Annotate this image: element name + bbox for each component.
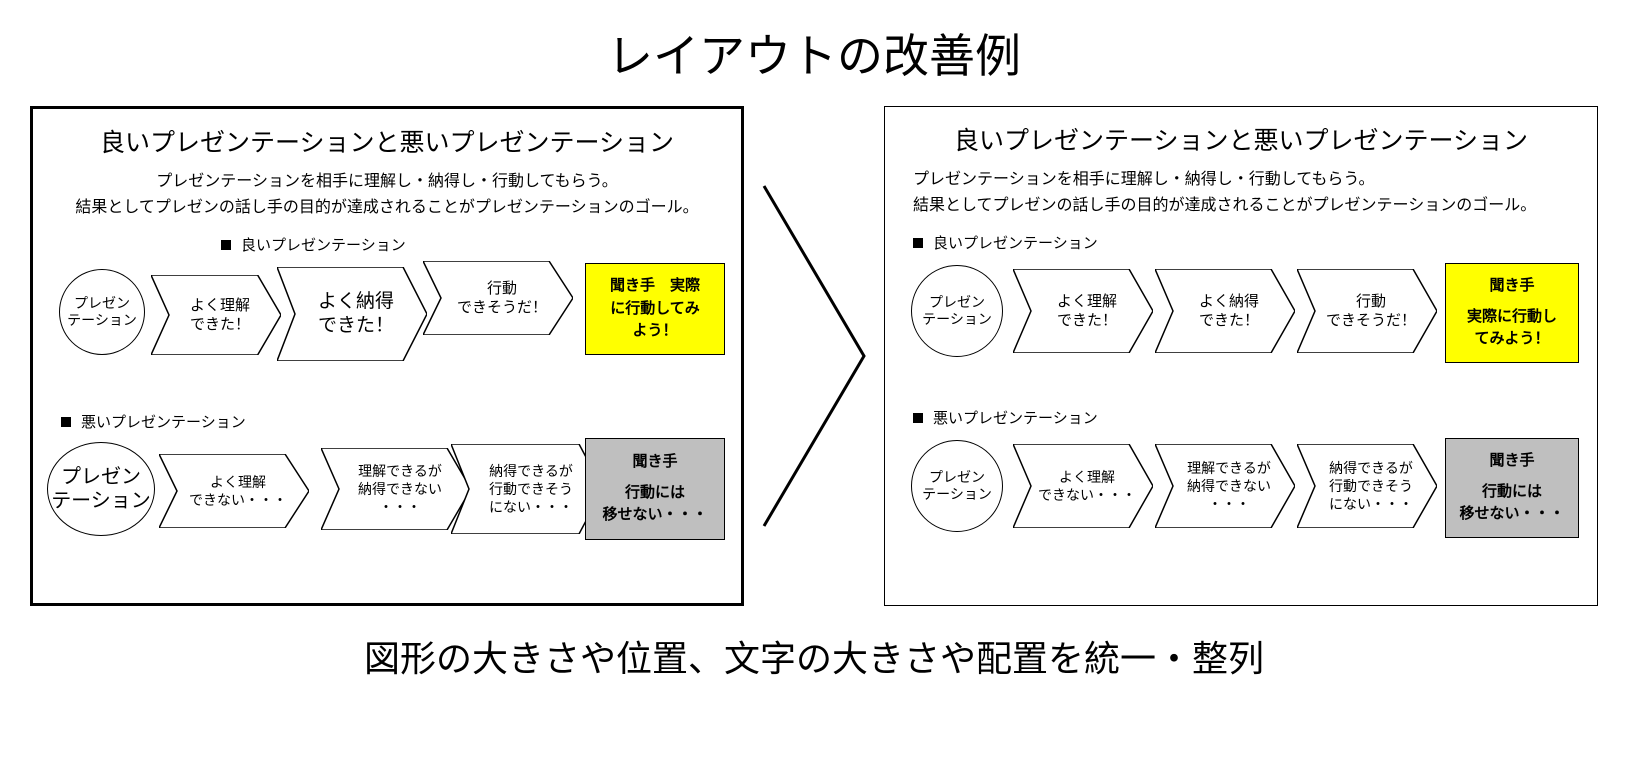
page-title: レイアウトの改善例	[0, 0, 1628, 106]
step-chevron: 納得できるが行動できそうにない・・・	[451, 444, 603, 534]
panel-title-right: 良いプレゼンテーションと悪いプレゼンテーション	[903, 121, 1579, 157]
before-panel: 良いプレゼンテーションと悪いプレゼンテーション プレゼンテーションを相手に理解し…	[30, 106, 744, 606]
desc-line2: 結果としてプレゼンの話し手の目的が達成されることがプレゼンテーションのゴール。	[75, 199, 698, 216]
step-chevron: よく理解できない・・・	[159, 454, 309, 528]
flow-good-right: プレゼンテーションよく理解できた！よく納得できた！行動できそうだ！聞き手実際に行…	[903, 259, 1579, 379]
start-circle: プレゼンテーション	[911, 440, 1003, 532]
result-box: 聞き手行動には移せない・・・	[585, 438, 725, 540]
after-panel: 良いプレゼンテーションと悪いプレゼンテーション プレゼンテーションを相手に理解し…	[884, 106, 1598, 606]
step-chevron: よく理解できない・・・	[1013, 444, 1153, 528]
start-circle: プレゼンテーション	[47, 442, 155, 536]
step-chevron: 理解できるが納得できない・・・	[1155, 444, 1295, 528]
bad-label-left: 悪いプレゼンテーション	[61, 411, 723, 432]
result-box: 聞き手 実際に行動してみよう！	[585, 263, 725, 355]
result-box: 聞き手実際に行動してみよう！	[1445, 263, 1579, 363]
step-chevron: 行動できそうだ！	[423, 261, 573, 335]
start-circle: プレゼンテーション	[911, 265, 1003, 357]
bad-label-text: 悪いプレゼンテーション	[81, 411, 246, 432]
step-chevron: よく理解できた！	[151, 275, 281, 355]
good-label-text: 良いプレゼンテーション	[933, 232, 1098, 253]
step-chevron: よく理解できた！	[1013, 269, 1153, 353]
square-bullet-icon	[221, 240, 231, 250]
transition-arrow-icon	[754, 176, 874, 536]
desc-line1: プレゼンテーションを相手に理解し・納得し・行動してもらう。	[913, 171, 1374, 188]
square-bullet-icon	[913, 413, 923, 423]
good-label-left: 良いプレゼンテーション	[221, 234, 723, 255]
step-chevron: よく納得できた！	[1155, 269, 1295, 353]
desc-line1: プレゼンテーションを相手に理解し・納得し・行動してもらう。	[156, 173, 617, 190]
square-bullet-icon	[61, 417, 71, 427]
result-box: 聞き手行動には移せない・・・	[1445, 438, 1579, 538]
square-bullet-icon	[913, 238, 923, 248]
good-label-text: 良いプレゼンテーション	[241, 234, 406, 255]
footer-caption: 図形の大きさや位置、文字の大きさや配置を統一・整列	[0, 630, 1628, 682]
comparison-row: 良いプレゼンテーションと悪いプレゼンテーション プレゼンテーションを相手に理解し…	[0, 106, 1628, 606]
flow-bad-left: プレゼンテーションよく理解できない・・・理解できるが納得できない・・・納得できる…	[51, 438, 723, 558]
step-chevron: 理解できるが納得できない・・・	[321, 448, 471, 530]
good-label-right: 良いプレゼンテーション	[913, 232, 1579, 253]
flow-good-left: プレゼンテーションよく理解できた！よく納得できた！行動できそうだ！聞き手 実際に…	[51, 261, 723, 381]
bad-label-text: 悪いプレゼンテーション	[933, 407, 1098, 428]
flow-bad-right: プレゼンテーションよく理解できない・・・理解できるが納得できない・・・納得できる…	[903, 434, 1579, 554]
step-chevron: 行動できそうだ！	[1297, 269, 1437, 353]
step-chevron: よく納得できた！	[277, 267, 427, 361]
desc-line2: 結果としてプレゼンの話し手の目的が達成されることがプレゼンテーションのゴール。	[913, 197, 1536, 214]
panel-title-left: 良いプレゼンテーションと悪いプレゼンテーション	[51, 123, 723, 159]
step-chevron: 納得できるが行動できそうにない・・・	[1297, 444, 1437, 528]
panel-desc-left: プレゼンテーションを相手に理解し・納得し・行動してもらう。 結果としてプレゼンの…	[51, 169, 723, 220]
bad-label-right: 悪いプレゼンテーション	[913, 407, 1579, 428]
start-circle: プレゼンテーション	[59, 269, 145, 355]
panel-desc-right: プレゼンテーションを相手に理解し・納得し・行動してもらう。 結果としてプレゼンの…	[903, 167, 1579, 218]
